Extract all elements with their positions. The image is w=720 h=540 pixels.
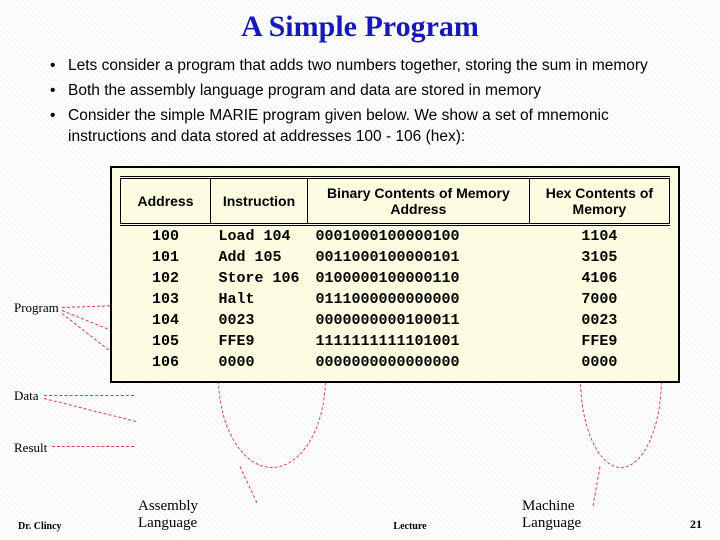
col-header-instruction: Instruction bbox=[211, 177, 308, 224]
cell-binary: 0001000100000100 bbox=[308, 224, 530, 247]
table-row: 101 Add 105 0011000100000101 3105 bbox=[121, 247, 670, 268]
cell-hex: 4106 bbox=[529, 268, 669, 289]
cell-instruction: Load 104 bbox=[211, 224, 308, 247]
table-row: 103 Halt 0111000000000000 7000 bbox=[121, 289, 670, 310]
cell-instruction: Add 105 bbox=[211, 247, 308, 268]
cell-hex: FFE9 bbox=[529, 331, 669, 352]
cell-binary: 1111111111101001 bbox=[308, 331, 530, 352]
cell-binary: 0100000100000110 bbox=[308, 268, 530, 289]
cell-address: 100 bbox=[121, 224, 211, 247]
cell-binary: 0111000000000000 bbox=[308, 289, 530, 310]
cell-address: 102 bbox=[121, 268, 211, 289]
footer-page-number: 21 bbox=[672, 517, 702, 532]
table-row: 100 Load 104 0001000100000100 1104 bbox=[121, 224, 670, 247]
cell-binary: 0011000100000101 bbox=[308, 247, 530, 268]
cell-instruction: FFE9 bbox=[211, 331, 308, 352]
footer: Dr. Clincy AssemblyLanguage Lecture Mach… bbox=[0, 498, 720, 533]
bullet-item: Lets consider a program that adds two nu… bbox=[50, 56, 690, 77]
cell-instruction: 0023 bbox=[211, 310, 308, 331]
table-row: 102 Store 106 0100000100000110 4106 bbox=[121, 268, 670, 289]
cell-address: 104 bbox=[121, 310, 211, 331]
cell-address: 105 bbox=[121, 331, 211, 352]
bullet-item: Consider the simple MARIE program given … bbox=[50, 106, 690, 148]
cell-address: 101 bbox=[121, 247, 211, 268]
table-row: 106 0000 0000000000000000 0000 bbox=[121, 352, 670, 373]
footer-lecture: Lecture bbox=[298, 521, 522, 532]
bullet-item: Both the assembly language program and d… bbox=[50, 81, 690, 102]
cell-address: 103 bbox=[121, 289, 211, 310]
cell-binary: 0000000000100011 bbox=[308, 310, 530, 331]
cell-hex: 0000 bbox=[529, 352, 669, 373]
cell-hex: 1104 bbox=[529, 224, 669, 247]
bullet-list: Lets consider a program that adds two nu… bbox=[0, 56, 720, 148]
footer-author: Dr. Clincy bbox=[18, 521, 138, 532]
page-title: A Simple Program bbox=[0, 0, 720, 56]
footer-assembly-label: AssemblyLanguage bbox=[138, 498, 298, 533]
col-header-address: Address bbox=[121, 177, 211, 224]
col-header-binary: Binary Contents of Memory Address bbox=[308, 177, 530, 224]
pointer-line bbox=[44, 398, 136, 422]
annotation-data: Data bbox=[14, 388, 39, 404]
cell-instruction: Halt bbox=[211, 289, 308, 310]
program-table-container: Address Instruction Binary Contents of M… bbox=[110, 166, 680, 383]
annotation-program: Program bbox=[14, 300, 59, 316]
cell-address: 106 bbox=[121, 352, 211, 373]
cell-hex: 3105 bbox=[529, 247, 669, 268]
footer-machine-label: MachineLanguage bbox=[522, 498, 672, 533]
table-row: 104 0023 0000000000100011 0023 bbox=[121, 310, 670, 331]
col-header-hex: Hex Contents of Memory bbox=[529, 177, 669, 224]
pointer-line bbox=[44, 395, 134, 396]
cell-binary: 0000000000000000 bbox=[308, 352, 530, 373]
program-table: Address Instruction Binary Contents of M… bbox=[120, 176, 670, 373]
cell-instruction: 0000 bbox=[211, 352, 308, 373]
cell-hex: 7000 bbox=[529, 289, 669, 310]
annotation-result: Result bbox=[14, 440, 47, 456]
pointer-line bbox=[52, 446, 134, 447]
cell-instruction: Store 106 bbox=[211, 268, 308, 289]
cell-hex: 0023 bbox=[529, 310, 669, 331]
table-row: 105 FFE9 1111111111101001 FFE9 bbox=[121, 331, 670, 352]
